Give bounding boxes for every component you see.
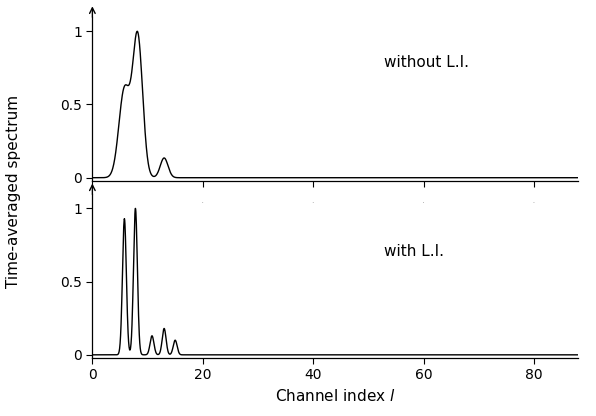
Text: Time-averaged spectrum: Time-averaged spectrum	[5, 95, 21, 288]
X-axis label: Channel index $l$: Channel index $l$	[275, 388, 396, 404]
Text: with L.I.: with L.I.	[384, 244, 444, 259]
Text: without L.I.: without L.I.	[384, 55, 469, 70]
